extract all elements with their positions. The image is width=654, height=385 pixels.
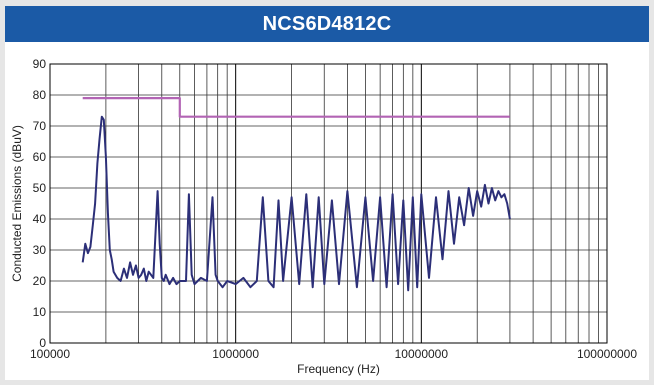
x-tick-label: 1000000: [212, 347, 259, 361]
emissions-line: [81, 115, 511, 292]
y-tick-label: 0: [39, 336, 46, 350]
y-tick-label: 80: [33, 88, 47, 102]
y-tick-label: 30: [33, 243, 47, 257]
x-tick-label: 10000000: [395, 347, 449, 361]
y-tick-label: 90: [33, 57, 47, 71]
limit-line: [82, 96, 510, 118]
y-tick-label: 10: [33, 305, 47, 319]
x-axis-label: Frequency (Hz): [297, 362, 380, 376]
plot-border: [49, 63, 608, 344]
y-tick-label: 70: [33, 119, 47, 133]
y-tick-label: 60: [33, 150, 47, 164]
y-tick-label: 50: [33, 181, 47, 195]
chart-title: NCS6D4812C: [5, 6, 649, 42]
y-tick-label: 20: [33, 274, 47, 288]
plot-panel: 0 10 20 30 40 50 60 70 80 90 100000 1000000 10000000…: [5, 42, 649, 380]
chart-svg: 0 10 20 30 40 50 60 70 80 90 100000 1000000 10000000…: [10, 57, 637, 376]
y-axis-label: Conducted Emissions (dBuV): [10, 125, 24, 282]
x-tick-label: 100000000: [577, 347, 637, 361]
y-tick-label: 40: [33, 212, 47, 226]
x-tick-label: 100000: [30, 347, 70, 361]
